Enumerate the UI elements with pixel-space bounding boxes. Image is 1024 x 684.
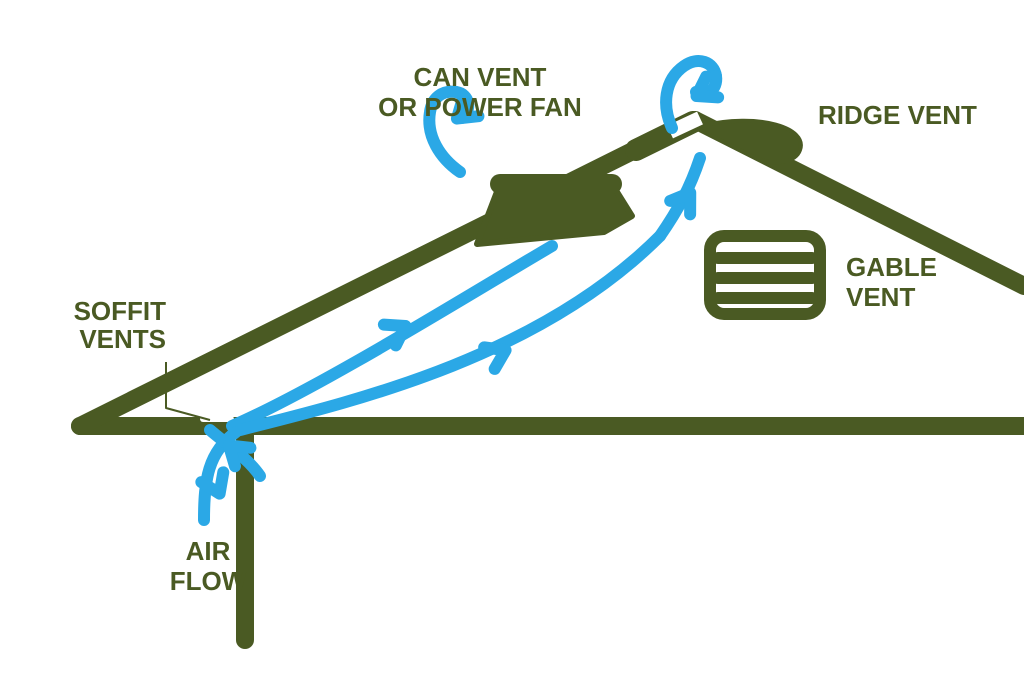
- label-can-vent: CAN VENTOR POWER FAN: [378, 62, 582, 122]
- ridge-vent-cap-right: [700, 121, 801, 162]
- label-gable-vent: GABLEVENT: [846, 252, 937, 312]
- label-air-flow: AIRFLOW: [170, 536, 247, 596]
- air-flow-lower: [240, 236, 660, 430]
- label-ridge-vent: RIDGE VENT: [818, 100, 977, 130]
- label-soffit-vents: SOFFITVENTS: [74, 296, 167, 354]
- roof-left-slope: [80, 120, 695, 426]
- ventilation-diagram: CAN VENTOR POWER FAN RIDGE VENT GABLEVENT S…: [0, 0, 1024, 684]
